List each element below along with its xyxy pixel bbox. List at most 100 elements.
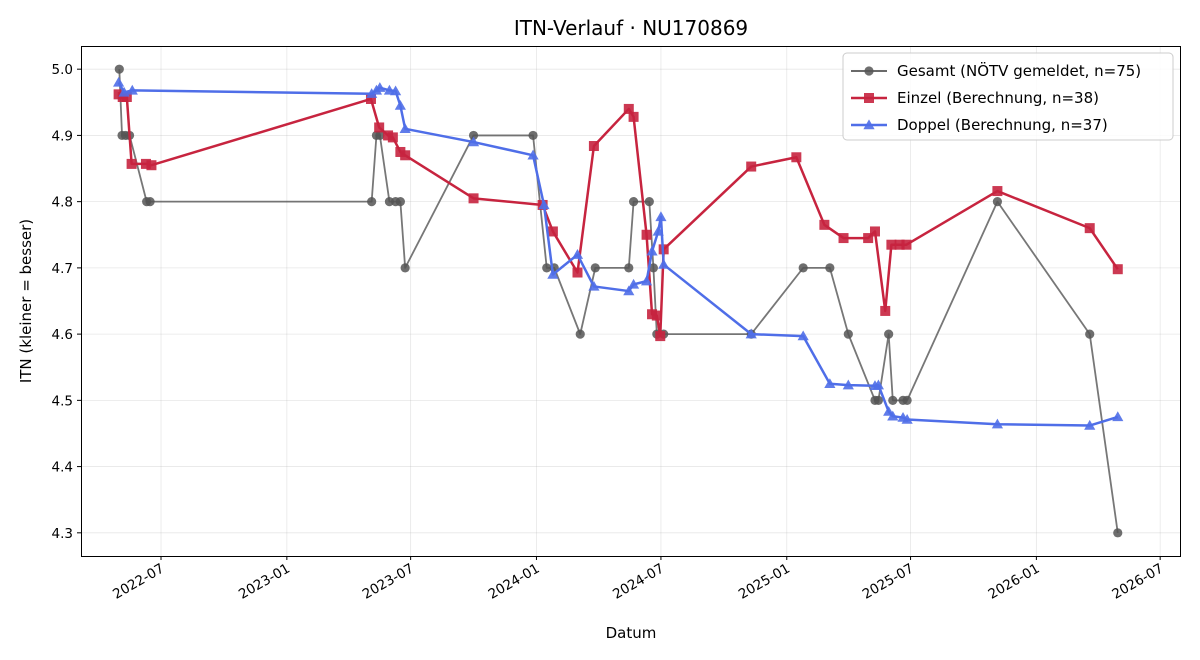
data-point xyxy=(400,150,411,161)
data-point xyxy=(528,130,538,141)
x-tick-label: 2023-07 xyxy=(360,561,417,603)
data-point xyxy=(145,197,155,207)
data-point xyxy=(901,413,913,424)
data-point xyxy=(825,263,835,273)
x-tick-label: 2024-01 xyxy=(486,561,543,603)
legend-label: Einzel (Berechnung, n=38) xyxy=(897,89,1099,107)
data-point xyxy=(588,141,599,152)
data-point xyxy=(652,225,664,236)
data-point xyxy=(824,378,836,388)
data-point xyxy=(367,197,377,207)
data-point xyxy=(1112,264,1123,275)
data-point xyxy=(400,263,410,273)
data-point xyxy=(126,158,137,169)
data-point xyxy=(542,263,552,273)
data-point xyxy=(113,76,125,87)
data-point xyxy=(114,64,124,74)
data-point xyxy=(1084,419,1096,430)
data-point xyxy=(901,239,912,250)
legend-box xyxy=(842,52,1174,141)
data-point xyxy=(894,239,905,250)
data-point xyxy=(863,233,874,244)
data-point xyxy=(798,263,808,273)
data-point xyxy=(572,267,583,278)
data-point xyxy=(547,226,558,237)
x-tick-label: 2024-07 xyxy=(610,561,667,603)
y-tick-label: 4.5 xyxy=(52,393,73,409)
data-point xyxy=(791,152,802,163)
data-point xyxy=(655,331,666,342)
x-tick-label: 2025-01 xyxy=(736,561,793,603)
data-point xyxy=(140,158,151,169)
x-tick-label: 2025-07 xyxy=(860,561,917,603)
y-tick-label: 4.4 xyxy=(52,460,73,476)
data-point xyxy=(819,219,830,230)
data-point xyxy=(992,197,1003,207)
data-point xyxy=(884,329,894,339)
data-point xyxy=(126,84,138,95)
data-point xyxy=(1112,411,1124,422)
chart-title: ITN-Verlauf · NU170869 xyxy=(514,16,748,40)
data-point xyxy=(527,149,539,160)
y-axis: 4.3 4.4 4.5 4.6 4.7 4.8 4.9 5.0 xyxy=(52,62,81,542)
data-point xyxy=(468,130,479,141)
series-einzel xyxy=(113,89,1123,342)
legend-marker xyxy=(863,119,875,130)
y-axis-title: ITN (kleiner = besser) xyxy=(17,219,35,383)
y-tick-label: 4.7 xyxy=(52,261,73,277)
data-point xyxy=(374,122,385,133)
data-point xyxy=(842,379,854,390)
x-axis-title: Datum xyxy=(606,624,657,642)
series-doppel xyxy=(113,76,1124,430)
data-point xyxy=(374,82,386,92)
data-point xyxy=(991,418,1004,429)
data-point xyxy=(366,88,378,98)
data-point xyxy=(365,93,376,104)
x-axis: 2022-07 2023-01 2023-07 2024-01 2024-07 2025-… xyxy=(110,556,1166,603)
data-point xyxy=(146,160,157,171)
data-point xyxy=(1113,528,1123,538)
data-point xyxy=(571,249,584,259)
y-tick-label: 5.0 xyxy=(52,62,73,78)
data-point xyxy=(623,285,635,296)
data-point xyxy=(658,258,670,269)
data-point xyxy=(118,86,130,97)
data-point xyxy=(644,197,654,207)
data-point xyxy=(389,85,402,96)
data-point xyxy=(468,193,479,204)
legend-label: Doppel (Berechnung, n=37) xyxy=(897,116,1108,134)
legend-marker xyxy=(864,93,874,103)
data-point xyxy=(628,111,639,122)
data-point xyxy=(655,211,667,222)
y-tick-label: 4.8 xyxy=(52,195,73,211)
data-point xyxy=(992,186,1003,197)
data-point xyxy=(869,226,880,237)
data-point xyxy=(575,329,585,339)
data-point xyxy=(887,410,899,421)
y-tick-label: 4.9 xyxy=(52,128,73,144)
data-point xyxy=(547,268,559,279)
data-point xyxy=(375,130,385,141)
data-point xyxy=(746,161,757,172)
data-point xyxy=(394,100,406,110)
data-point xyxy=(797,330,809,341)
x-tick-label: 2023-01 xyxy=(236,561,293,603)
data-point xyxy=(628,197,639,207)
data-point xyxy=(1085,329,1095,339)
data-point xyxy=(640,275,653,286)
data-point xyxy=(880,305,891,316)
data-point xyxy=(399,123,411,133)
data-point xyxy=(627,278,640,289)
data-point xyxy=(590,263,600,273)
data-point xyxy=(888,395,898,405)
data-point xyxy=(745,328,757,339)
data-point xyxy=(651,310,662,321)
series-layer xyxy=(113,64,1124,538)
data-point xyxy=(1084,223,1095,234)
data-point xyxy=(843,329,853,339)
legend-marker xyxy=(864,66,874,76)
data-point xyxy=(624,263,634,273)
data-point xyxy=(121,92,132,102)
data-point xyxy=(648,263,659,273)
data-point xyxy=(641,229,652,240)
